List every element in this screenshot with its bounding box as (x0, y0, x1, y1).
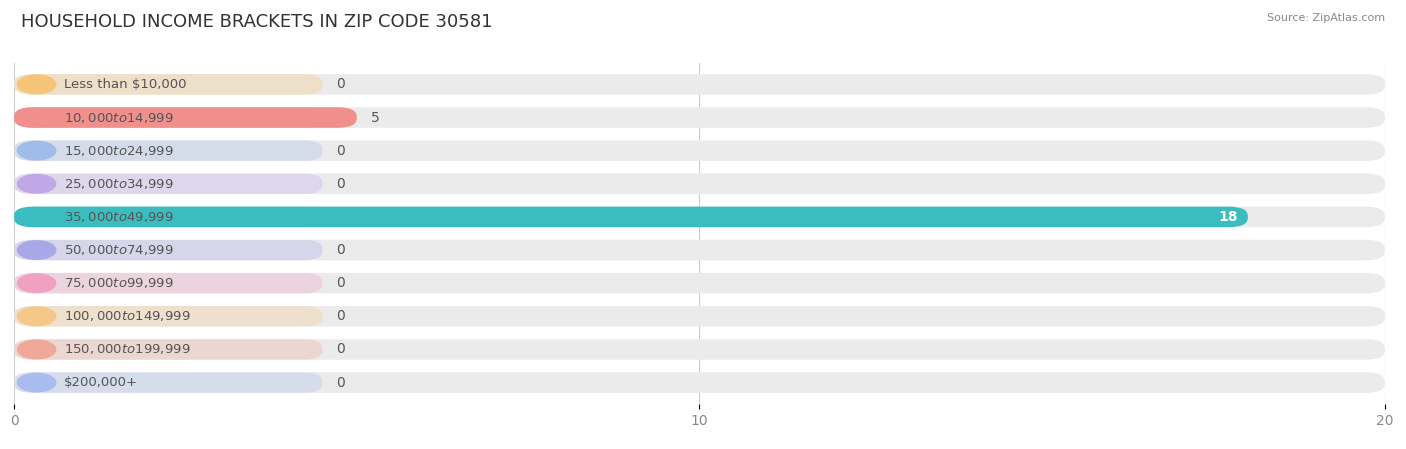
FancyBboxPatch shape (14, 74, 322, 95)
Text: $35,000 to $49,999: $35,000 to $49,999 (63, 210, 173, 224)
Circle shape (17, 274, 56, 292)
FancyBboxPatch shape (14, 339, 322, 360)
FancyBboxPatch shape (14, 240, 1385, 260)
FancyBboxPatch shape (14, 141, 1385, 161)
Text: 5: 5 (371, 110, 380, 124)
Circle shape (17, 307, 56, 326)
FancyBboxPatch shape (14, 306, 322, 326)
Text: 0: 0 (336, 375, 344, 390)
Circle shape (17, 340, 56, 359)
FancyBboxPatch shape (14, 173, 322, 194)
Text: $15,000 to $24,999: $15,000 to $24,999 (63, 144, 173, 158)
Text: 0: 0 (336, 276, 344, 290)
Circle shape (17, 141, 56, 160)
FancyBboxPatch shape (14, 372, 322, 393)
Text: 0: 0 (336, 144, 344, 158)
FancyBboxPatch shape (14, 273, 1385, 294)
Text: 0: 0 (336, 77, 344, 92)
Text: Source: ZipAtlas.com: Source: ZipAtlas.com (1267, 13, 1385, 23)
FancyBboxPatch shape (14, 173, 1385, 194)
FancyBboxPatch shape (14, 240, 322, 260)
FancyBboxPatch shape (14, 339, 1385, 360)
Text: 0: 0 (336, 177, 344, 191)
FancyBboxPatch shape (14, 141, 322, 161)
Text: $75,000 to $99,999: $75,000 to $99,999 (63, 276, 173, 290)
Text: 0: 0 (336, 243, 344, 257)
Text: HOUSEHOLD INCOME BRACKETS IN ZIP CODE 30581: HOUSEHOLD INCOME BRACKETS IN ZIP CODE 30… (21, 13, 492, 31)
FancyBboxPatch shape (14, 207, 1385, 227)
Circle shape (17, 241, 56, 259)
FancyBboxPatch shape (14, 107, 322, 128)
Text: 0: 0 (336, 343, 344, 357)
FancyBboxPatch shape (14, 207, 1249, 227)
Text: $150,000 to $199,999: $150,000 to $199,999 (63, 343, 190, 357)
Text: Less than $10,000: Less than $10,000 (63, 78, 187, 91)
Circle shape (17, 208, 56, 226)
Text: $10,000 to $14,999: $10,000 to $14,999 (63, 110, 173, 124)
Text: $100,000 to $149,999: $100,000 to $149,999 (63, 309, 190, 323)
Circle shape (17, 373, 56, 392)
Text: 0: 0 (336, 309, 344, 323)
Text: $200,000+: $200,000+ (63, 376, 138, 389)
FancyBboxPatch shape (14, 273, 322, 294)
Text: $50,000 to $74,999: $50,000 to $74,999 (63, 243, 173, 257)
Circle shape (17, 108, 56, 127)
FancyBboxPatch shape (14, 372, 1385, 393)
FancyBboxPatch shape (14, 306, 1385, 326)
FancyBboxPatch shape (14, 107, 1385, 128)
Circle shape (17, 175, 56, 193)
FancyBboxPatch shape (14, 207, 322, 227)
Circle shape (17, 75, 56, 94)
Text: $25,000 to $34,999: $25,000 to $34,999 (63, 177, 173, 191)
FancyBboxPatch shape (14, 74, 1385, 95)
Text: 18: 18 (1218, 210, 1237, 224)
FancyBboxPatch shape (14, 107, 357, 128)
